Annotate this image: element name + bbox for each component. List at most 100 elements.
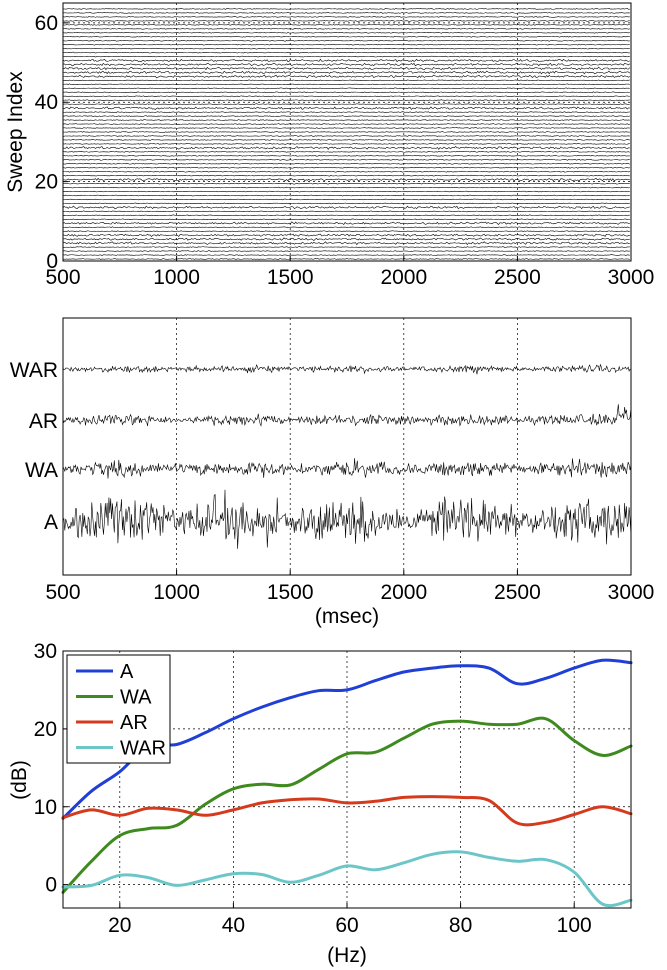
sweep-trace [62,177,630,182]
sweeps-x-tick-label: 2000 [380,266,427,289]
sweep-trace [62,31,630,34]
waveforms-plot-area [62,317,632,576]
sweep-trace [62,170,630,173]
legend-box [66,654,171,764]
sweep-trace [62,115,630,117]
sweep-trace [62,174,630,177]
sweeps-y-axis: 0 20 40 60 [35,12,68,273]
sweep-trace [62,154,630,157]
spectra-y-tick-label: 20 [34,718,57,741]
sweep-trace [62,66,631,71]
waveform-label-wa: WA [25,459,58,482]
sweep-trace [62,27,630,30]
sweep-trace [62,83,630,86]
sweep-trace [62,198,630,201]
waveform-label-a: A [44,511,58,534]
spectra-x-tick-label: 40 [222,914,245,937]
sweep-trace [62,95,630,98]
sweep-trace [62,131,630,133]
legend-label-ar: AR [120,712,148,734]
spectrum-line-ar [61,795,633,827]
sweep-trace [62,218,630,221]
sweep-trace [62,258,630,260]
sweep-trace [62,146,630,150]
waveforms-x-tick-label: 1000 [153,581,200,604]
sweep-trace [62,254,630,256]
sweep-trace [62,233,630,238]
sweeps-x-tick-label: 3000 [608,266,655,289]
legend-label-a: A [120,661,134,683]
spectra-y-axis-label: (dB) [8,760,31,800]
waveform-trace-a [62,489,632,549]
sweep-trace [62,135,630,137]
sweep-trace [62,20,630,22]
sweeps-y-tick-label: 40 [35,91,58,114]
sweeps-x-tick-label: 2500 [494,266,541,289]
waveform-trace-ar [62,404,632,427]
sweep-trace [62,58,630,63]
sweep-trace [62,194,630,197]
sweep-trace [62,151,630,153]
legend-label-war: WAR [120,738,166,760]
spectra-y-tick-label: 10 [34,796,57,819]
spectra-x-axis-label: (Hz) [327,944,367,967]
waveforms-traces [62,363,632,549]
waveforms-series-labels: WAR AR WA A [10,359,58,534]
sweep-trace [62,143,630,145]
waveforms-x-tick-label: 2000 [380,581,427,604]
sweep-trace [62,106,630,110]
sweeps-x-tick-label: 1000 [153,266,200,289]
sweep-trace [62,99,630,102]
spectra-legend: A WA AR WAR [66,654,171,764]
waveforms-x-axis: 500 1000 1500 2000 2500 3000 [45,570,654,604]
sweeps-x-tick-label: 500 [45,266,80,289]
sweep-trace [62,138,630,141]
sweep-trace [62,205,630,210]
waveform-trace-wa [62,458,632,479]
spectra-x-tick-label: 80 [449,914,472,937]
spectrum-line-war [61,850,633,908]
sweep-trace [62,230,630,233]
sweeps-grid [63,3,631,261]
sweep-trace [62,119,630,121]
sweep-trace [62,12,630,14]
spectra-x-axis: 20 40 60 80 100 [108,903,592,937]
sweeps-y-axis-label: Sweep Index [4,71,27,193]
sweep-trace [62,221,630,226]
waveform-trace-war [62,363,631,375]
sweep-trace [62,74,630,79]
sweep-trace [62,43,630,46]
spectra-y-tick-label: 30 [34,640,57,663]
sweep-trace [62,79,630,82]
sweep-trace [62,91,630,94]
sweep-trace [62,23,630,26]
spectra-x-tick-label: 100 [557,914,592,937]
sweep-trace [62,16,630,18]
sweep-trace [62,226,630,229]
sweep-trace [62,103,630,106]
sweep-trace [62,158,630,161]
sweep-trace [62,55,630,58]
sweep-trace [62,62,631,67]
waveforms-x-axis-label: (msec) [315,605,379,628]
waveforms-x-tick-label: 1500 [267,581,314,604]
sweep-trace [62,162,630,165]
sweep-trace [62,111,630,114]
spectra-y-tick-label: 0 [45,874,57,897]
sweep-trace [62,87,630,90]
spectra-x-tick-label: 60 [335,914,358,937]
sweep-trace [62,51,630,54]
waveforms-x-tick-label: 2500 [494,581,541,604]
waveform-label-war: WAR [10,359,58,382]
sweep-trace [62,241,630,246]
sweeps-x-axis: 500 1000 1500 2000 2500 3000 [45,256,654,289]
waveforms-x-tick-label: 3000 [608,581,655,604]
sweep-trace [62,8,630,10]
sweep-trace [62,210,630,213]
sweep-trace [62,123,630,125]
sweep-trace [62,182,630,185]
sweep-trace [62,166,630,169]
sweep-trace [62,35,630,38]
sweep-trace [62,202,630,205]
